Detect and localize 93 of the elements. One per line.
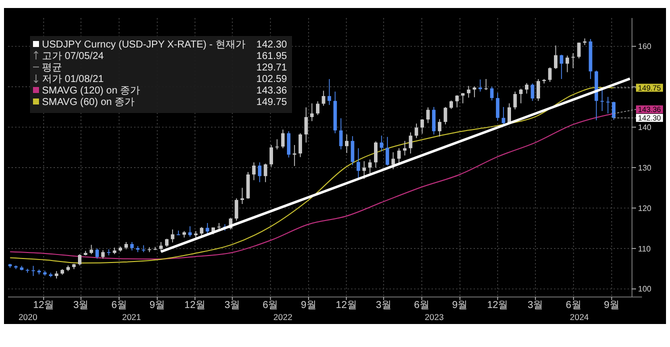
x2-tick-label: 2022: [273, 312, 293, 322]
x-tick-label: 12월: [33, 300, 54, 311]
y-tick-label: 100: [638, 284, 652, 294]
candlestick: [362, 160, 366, 180]
x2-tick-label: 2024: [570, 312, 590, 322]
candlestick: [502, 106, 506, 126]
candlestick: [490, 86, 494, 101]
candlestick: [386, 136, 390, 166]
text: SMAVG (120) on 종가 143.36: [42, 86, 287, 96]
text: SMAVG (60) on 종가 149.75: [42, 97, 287, 108]
candlestick: [281, 129, 285, 149]
candlestick: [240, 187, 244, 204]
candlestick: [234, 198, 238, 221]
candlestick: [455, 94, 459, 108]
y-tick-label: 110: [638, 244, 652, 254]
line-series: [10, 87, 614, 264]
candlestick: [524, 82, 528, 94]
candlestick: [478, 79, 482, 92]
y-tick-label: 140: [638, 122, 652, 132]
x-tick-label: 6월: [262, 300, 278, 311]
candlestick: [560, 54, 564, 80]
candlestick: [275, 138, 279, 150]
candlestick: [95, 248, 99, 259]
candlestick: [170, 229, 174, 243]
candlestick: [310, 102, 314, 122]
candlestick: [408, 132, 412, 154]
x2-tick-label: 2021: [122, 312, 142, 322]
candlestick: [496, 92, 500, 122]
text: 고가 07/05/24 161.95: [42, 51, 287, 62]
x-tick-label: 12월: [487, 300, 508, 311]
candlestick: [78, 254, 82, 266]
candlestick: [403, 140, 407, 156]
y-tick-label: 130: [638, 163, 652, 172]
candlestick: [466, 86, 470, 98]
x-tick-label: 9월: [452, 300, 468, 311]
x-tick-label: 6월: [111, 300, 127, 311]
candlestick: [298, 132, 302, 158]
candlestick: [380, 135, 384, 152]
x-tick-label: 3월: [73, 300, 89, 311]
candlestick: [606, 96, 610, 114]
candlestick: [368, 159, 372, 174]
candlestick: [432, 106, 436, 135]
candlestick: [206, 222, 210, 235]
x-tick-label: 12월: [336, 300, 357, 311]
candlestick: [90, 244, 94, 255]
x-tick-label: 6월: [566, 300, 582, 311]
candlestick: [252, 162, 256, 181]
candlestick: [414, 123, 418, 138]
candlestick: [566, 55, 570, 73]
x-tick-label: 9월: [300, 300, 316, 311]
candlestick: [438, 118, 442, 137]
candlestick: [461, 92, 465, 104]
text: USDJPY Curncy (USD-JPY X-RATE) - 현재가 142.30: [42, 40, 288, 50]
x-tick-label: 12월: [184, 300, 206, 311]
candlestick: [345, 134, 348, 154]
x-tick-label: 3월: [528, 300, 544, 311]
x-tick-label: 3월: [376, 300, 392, 311]
x2-tick-label: 2023: [424, 312, 444, 322]
candlestick: [444, 106, 448, 125]
x-tick-label: 9월: [149, 300, 166, 311]
candlestick: [513, 91, 517, 110]
candlestick: [577, 42, 581, 59]
y-tick-label: 120: [638, 204, 652, 213]
text: 평균 129.71: [42, 62, 287, 74]
candlestick: [316, 100, 320, 116]
x2-tick-label: 2020: [18, 312, 38, 322]
text: 저가 01/08/21 102.59: [42, 74, 287, 85]
candlestick: [246, 172, 250, 200]
candlestick: [350, 136, 354, 166]
candlestick: [264, 163, 268, 183]
candlestick: [286, 130, 290, 158]
candlestick: [322, 90, 326, 106]
candlestick: [159, 242, 163, 252]
x-tick-label: 6월: [414, 300, 430, 311]
candlestick: [519, 88, 523, 104]
candlestick: [270, 144, 274, 168]
candlestick: [548, 66, 552, 82]
candlestick: [142, 244, 146, 253]
x-tick-label: 9월: [604, 300, 620, 311]
candlestick: [356, 148, 360, 180]
y-tick-label: 160: [638, 42, 652, 52]
candlestick: [554, 45, 558, 70]
x-tick-label: 3월: [224, 300, 240, 311]
candlestick: [612, 101, 616, 120]
candlestick: [536, 78, 540, 102]
candlestick: [258, 162, 262, 183]
candlestick: [420, 118, 424, 134]
candlestick: [304, 106, 308, 143]
candlestick: [188, 226, 192, 238]
candlestick: [328, 78, 332, 106]
candlestick: [472, 86, 476, 98]
candlestick: [339, 118, 343, 150]
candlestick: [374, 140, 378, 168]
